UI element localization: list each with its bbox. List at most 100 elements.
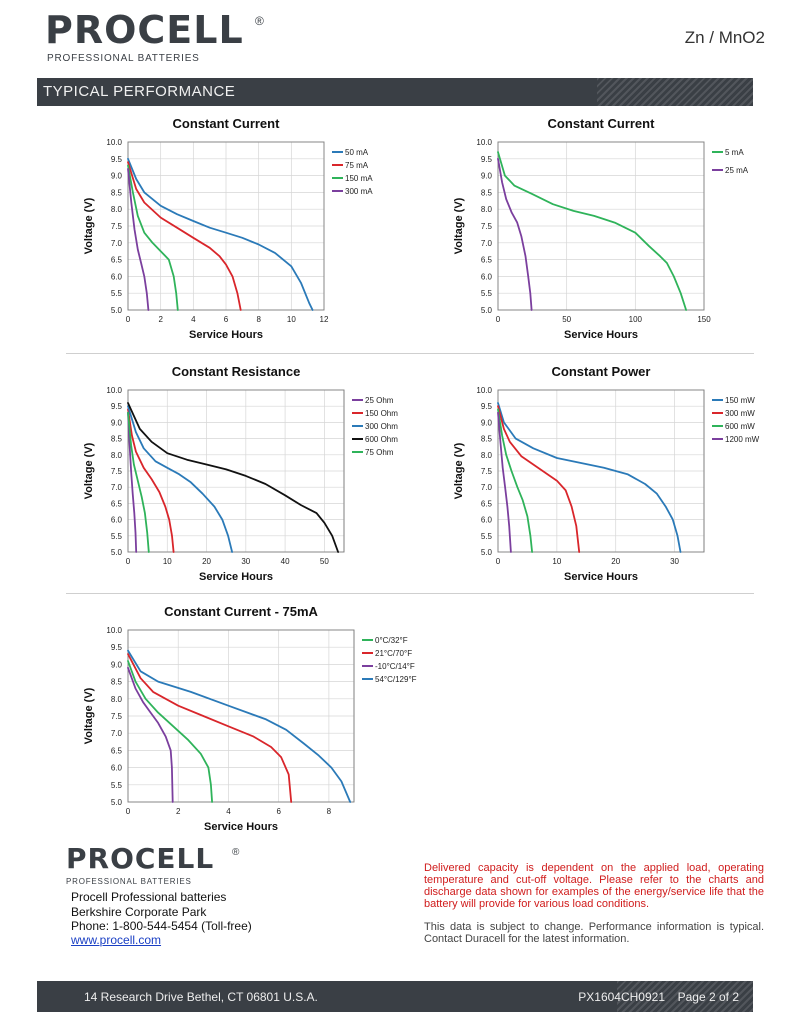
x-tick-label: 20 [611,557,620,566]
brand-tagline: PROFESSIONAL BATTERIES [47,53,200,64]
series-line [497,151,687,311]
legend-label: 1200 mW [725,435,760,444]
legend-label: 600 Ohm [365,435,398,444]
legend-label: 25 Ohm [365,396,394,405]
y-tick-label: 6.0 [111,764,123,773]
section-title: TYPICAL PERFORMANCE [43,83,236,100]
x-tick-label: 0 [496,557,501,566]
y-tick-label: 5.0 [481,548,493,557]
y-tick-label: 7.0 [481,483,493,492]
chart-title: Constant Resistance [172,364,301,379]
y-axis-label: Voltage (V) [453,442,465,499]
y-tick-label: 8.0 [481,205,493,214]
legend-label: 300 mW [725,409,755,418]
x-tick-label: 100 [629,315,643,324]
x-tick-label: 12 [320,315,329,324]
plot-border [127,629,355,803]
legend-label: 300 mA [345,187,373,196]
y-tick-label: 7.0 [111,483,123,492]
chart-constant-resistance: Constant Resistance 0 10 20 30 40 50 5.0 5.5 6.0 6… [70,360,420,590]
x-tick-label: 0 [126,315,131,324]
y-tick-label: 7.5 [111,222,123,231]
registered-mark: ® [232,847,240,858]
x-tick-label: 50 [320,557,329,566]
legend-label: 600 mW [725,422,755,431]
footer-address: 14 Research Drive Bethel, CT 06801 U.S.A… [84,990,318,1004]
plot-border [497,141,705,311]
plot-border [127,389,345,553]
y-tick-label: 5.0 [111,548,123,557]
x-tick-label: 4 [226,807,231,816]
y-tick-label: 9.0 [481,418,493,427]
y-tick-label: 7.0 [111,729,123,738]
y-tick-label: 9.5 [481,155,493,164]
y-axis-label: Voltage (V) [83,197,95,254]
chart-svg: Constant Current 0 50 100 150 5.0 5.5 6.0 6.5 7.0… [453,116,749,341]
y-tick-label: 5.5 [111,532,123,541]
y-tick-label: 6.5 [111,499,123,508]
brand-tagline: PROFESSIONAL BATTERIES [66,877,192,886]
y-axis-label: Voltage (V) [453,197,465,254]
x-tick-label: 6 [224,315,229,324]
y-tick-label: 6.0 [111,516,123,525]
y-tick-label: 10.0 [476,386,492,395]
chart-title: Constant Current - 75mA [164,604,318,619]
y-tick-label: 8.5 [111,188,123,197]
y-tick-label: 9.0 [111,172,123,181]
y-tick-label: 6.5 [111,746,123,755]
legend-label: 300 Ohm [365,422,398,431]
y-axis-label: Voltage (V) [83,687,95,744]
chart-svg: Constant Current - 75mA 0 2 4 6 8 5.0 5.5 6.0 6.5… [83,604,417,833]
y-tick-label: 6.0 [481,272,493,281]
legend-label: 150 mA [345,174,373,183]
registered-mark: ® [255,14,264,28]
series-line [127,411,138,553]
document-id: PX1604CH0921 [578,990,665,1004]
x-axis-label: Service Hours [564,571,638,583]
x-tick-label: 20 [202,557,211,566]
y-tick-label: 6.0 [481,516,493,525]
y-tick-label: 8.0 [111,451,123,460]
x-tick-label: 0 [126,807,131,816]
y-tick-label: 7.0 [481,239,493,248]
x-tick-label: 6 [276,807,281,816]
x-tick-label: 0 [496,315,501,324]
y-tick-label: 8.5 [111,435,123,444]
x-tick-label: 0 [126,557,131,566]
y-tick-label: 8.5 [481,188,493,197]
legend-label: 25 mA [725,166,749,175]
chart-title: Constant Power [552,364,651,379]
series-line [127,168,150,311]
x-axis-label: Service Hours [199,571,273,583]
y-tick-label: 6.5 [111,256,123,265]
y-tick-label: 7.0 [111,239,123,248]
website-link[interactable]: www.procell.com [71,933,162,947]
y-tick-label: 9.0 [481,172,493,181]
y-tick-label: 5.5 [481,532,493,541]
x-tick-label: 40 [281,557,290,566]
series-line [127,161,242,311]
x-tick-label: 10 [163,557,172,566]
section-divider [66,593,754,594]
series-line [127,653,293,803]
website-wrapper: www.procell.com [71,933,161,947]
y-tick-label: 7.5 [111,712,123,721]
x-axis-label: Service Hours [189,329,263,341]
y-tick-label: 5.0 [111,798,123,807]
x-tick-label: 8 [256,315,261,324]
company-name: Procell Professional batteries [71,890,227,904]
y-tick-label: 9.5 [111,402,123,411]
y-tick-label: 10.0 [106,626,122,635]
x-tick-label: 150 [697,315,711,324]
x-tick-label: 10 [552,557,561,566]
x-tick-label: 50 [562,315,571,324]
y-tick-label: 9.0 [111,418,123,427]
series-line [497,157,533,311]
y-tick-label: 9.5 [481,402,493,411]
chart-constant-current-low-ma: Constant Current 0 50 100 150 5.0 5.5 6.0 6.5 7.0… [440,112,780,348]
series-line [127,408,175,553]
chart-svg: Constant Resistance 0 10 20 30 40 50 5.0 5.5 6.0 6… [83,364,398,583]
x-tick-label: 2 [158,315,163,324]
section-divider [66,353,754,354]
y-tick-label: 10.0 [106,386,122,395]
